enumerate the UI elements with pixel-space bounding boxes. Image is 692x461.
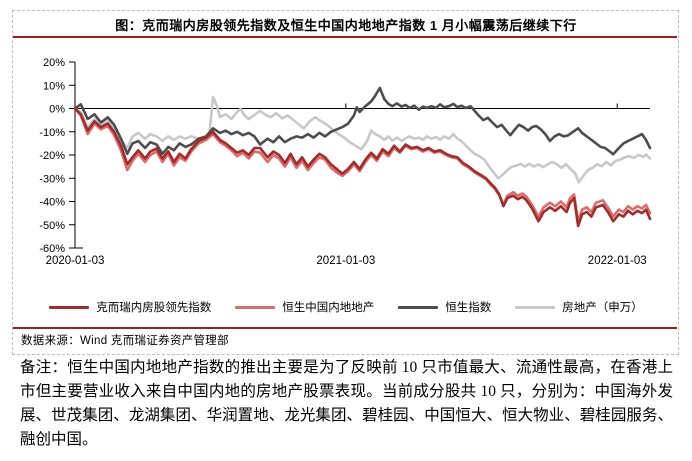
series-line-2 [73,86,652,156]
title-separator-rule [13,36,677,38]
y-axis-tick-label: -30% [39,173,65,185]
y-axis-tick-label: -40% [39,197,65,209]
line-swatch-dark-gray [398,305,439,309]
y-axis-tick-label: 20% [43,57,65,69]
series-line-1 [73,107,652,223]
source-separator-rule [13,327,677,329]
x-axis-tick-label: 2021-01-03 [316,255,375,267]
legend-item-hang-seng-index: 恒生指数 [398,299,491,315]
y-axis-tick-label: -50% [39,220,65,232]
chart-area: 20% 10% 0% -10% -20% -30% -40% -50% -60% 2020-01-… [0,46,692,278]
figure-dashed-frame [12,10,679,355]
y-axis-tick-label: 0% [49,104,65,116]
figure-title: 图：克而瑞内房股领先指数及恒生中国内地地产指数 1 月小幅震荡后继续下行 [115,18,577,33]
legend-label: 房地产（申万） [562,302,643,314]
data-source-note: 数据来源：Wind 克而瑞证券资产管理部 [21,335,229,347]
y-axis-tick-label: -20% [39,150,65,162]
legend-item-cric-index: 克而瑞内房股领先指数 [49,299,211,315]
chart-canvas: 20% 10% 0% -10% -20% -30% -40% -50% -60%2020-01-… [39,57,652,267]
series-line-0 [73,107,652,228]
legend-label: 克而瑞内房股领先指数 [96,302,212,314]
x-axis-tick-label: 2020-01-03 [46,255,105,267]
remark-paragraph: 备注：恒生中国内地地产指数的推出主要是为了反映前 10 只市值最大、流通性最高，… [20,359,673,448]
y-axis-tick-label: -10% [39,127,65,139]
y-axis-tick-label: 10% [43,80,65,92]
legend-label: 恒生指数 [445,302,492,314]
line-swatch-light-gray [515,305,556,309]
legend-item-sw-real-estate: 房地产（申万） [515,299,643,315]
series-line-3 [73,95,652,184]
line-swatch-light-red [235,305,276,309]
legend-label: 恒生中国内地地产 [282,302,375,314]
legend-item-hs-mainland-property: 恒生中国内地地产 [235,299,374,315]
chart-legend: 克而瑞内房股领先指数 恒生中国内地地产 恒生指数 房地产（申万） [0,299,692,315]
line-swatch-dark-red [49,305,90,309]
x-axis-tick-label: 2022-01-03 [588,255,647,267]
y-axis-tick-label: -60% [39,243,65,255]
